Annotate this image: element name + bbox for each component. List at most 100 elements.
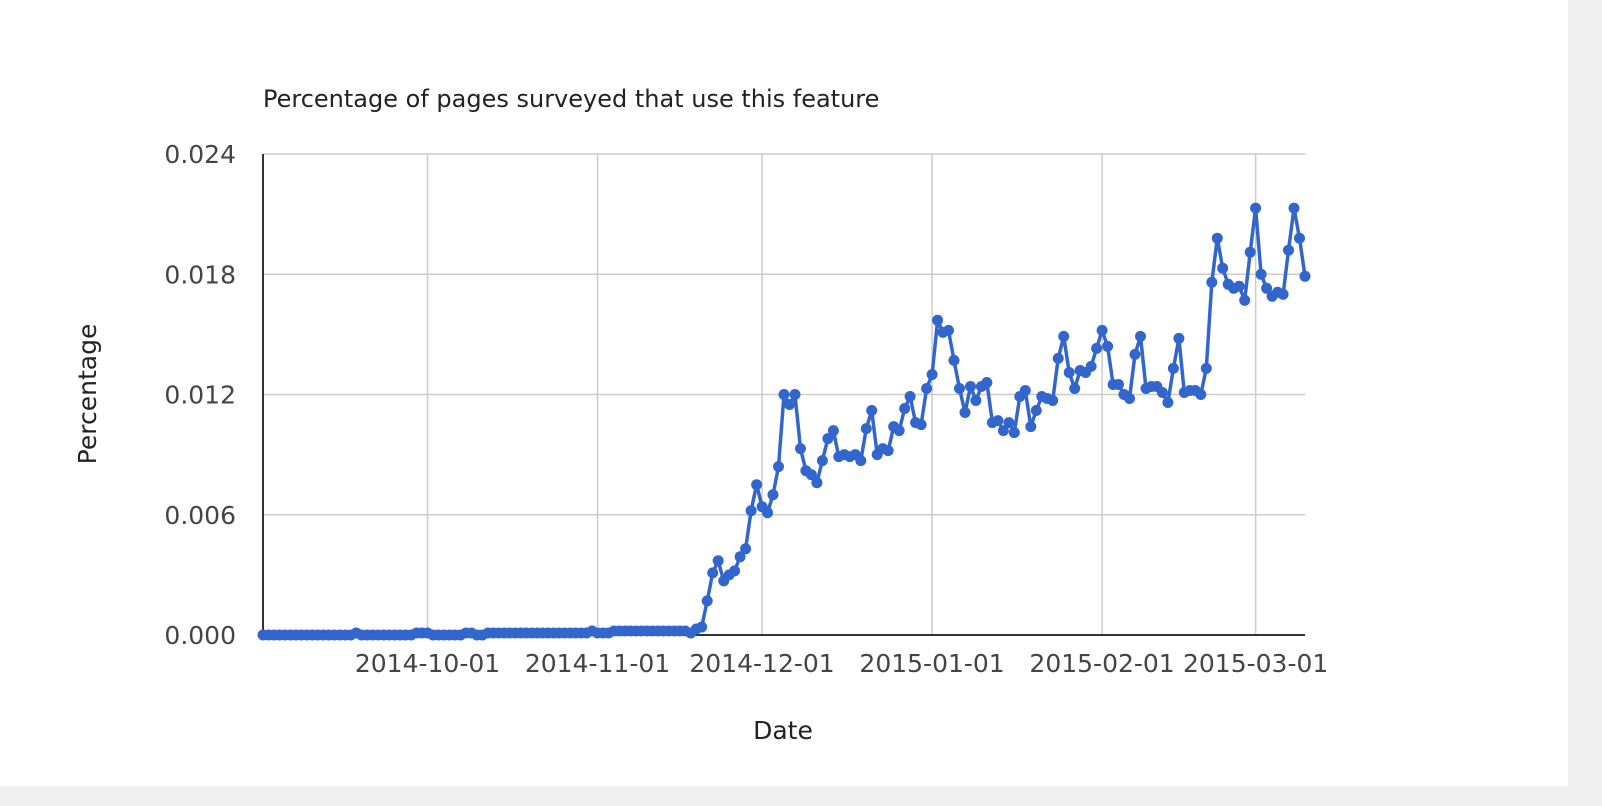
axes: 0.000 0.006 0.012 0.018 0.024 2014-10-01 2014-…	[164, 140, 1328, 678]
data-point[interactable]	[1233, 280, 1245, 292]
data-point[interactable]	[789, 389, 801, 400]
data-point[interactable]	[1091, 342, 1103, 354]
data-point[interactable]	[1250, 202, 1262, 214]
data-point[interactable]	[1294, 232, 1305, 244]
data-point[interactable]	[784, 399, 795, 410]
data-point[interactable]	[1195, 389, 1207, 400]
data-point[interactable]	[1019, 385, 1031, 396]
data-point[interactable]	[855, 455, 867, 467]
data-point[interactable]	[1069, 383, 1081, 394]
data-point[interactable]	[866, 405, 878, 416]
data-point[interactable]	[767, 489, 779, 501]
series-line	[263, 206, 1307, 637]
data-point[interactable]	[1113, 379, 1124, 390]
data-point[interactable]	[822, 433, 834, 445]
data-point[interactable]	[860, 423, 872, 435]
data-point[interactable]	[745, 505, 757, 517]
chart-card: 0.000 0.006 0.012 0.018 0.024 2014-10-01 2014-…	[0, 0, 1568, 786]
x-tick-label: 2014-12-01	[689, 649, 834, 678]
data-point[interactable]	[882, 445, 894, 457]
data-point[interactable]	[696, 621, 708, 633]
x-tick-label: 2015-01-01	[859, 649, 1004, 678]
y-tick-label: 0.000	[164, 621, 236, 650]
data-point[interactable]	[1277, 288, 1289, 300]
data-point[interactable]	[997, 425, 1009, 437]
data-point[interactable]	[1283, 244, 1294, 256]
data-point[interactable]	[1217, 262, 1229, 274]
series-layer	[257, 202, 1311, 641]
data-point[interactable]	[1261, 282, 1273, 294]
data-point[interactable]	[1124, 393, 1135, 404]
data-point[interactable]	[904, 391, 916, 402]
data-point[interactable]	[1085, 360, 1097, 372]
data-point[interactable]	[954, 383, 965, 394]
data-point[interactable]	[707, 567, 719, 579]
data-point[interactable]	[1135, 330, 1146, 342]
data-point[interactable]	[932, 314, 944, 326]
data-point[interactable]	[751, 479, 763, 491]
data-point[interactable]	[926, 369, 938, 380]
chart-title: Percentage of pages surveyed that use th…	[263, 85, 879, 113]
data-point[interactable]	[965, 381, 976, 392]
data-point[interactable]	[729, 565, 741, 577]
y-tick-label: 0.018	[164, 260, 236, 289]
data-point[interactable]	[1063, 367, 1075, 378]
gridlines	[263, 153, 1305, 635]
data-point[interactable]	[701, 595, 713, 607]
data-point[interactable]	[773, 461, 784, 473]
x-tick-label: 2015-02-01	[1029, 649, 1174, 678]
data-point[interactable]	[1058, 330, 1070, 342]
x-tick-label: 2014-11-01	[525, 649, 670, 678]
data-point[interactable]	[1206, 276, 1218, 288]
data-point[interactable]	[740, 543, 752, 555]
data-point[interactable]	[1025, 421, 1037, 433]
y-tick-label: 0.024	[164, 140, 236, 169]
y-axis-title: Percentage	[73, 324, 102, 465]
data-point[interactable]	[734, 551, 746, 563]
data-point[interactable]	[921, 383, 933, 394]
data-point[interactable]	[992, 415, 1004, 427]
data-point[interactable]	[811, 477, 823, 489]
data-point[interactable]	[1162, 397, 1174, 408]
data-point[interactable]	[1102, 340, 1114, 352]
data-point[interactable]	[1173, 332, 1185, 344]
data-point[interactable]	[1008, 427, 1020, 439]
data-point[interactable]	[1052, 352, 1064, 364]
data-point[interactable]	[827, 425, 839, 437]
data-point[interactable]	[1030, 405, 1042, 416]
x-axis-title: Date	[753, 716, 813, 745]
data-point[interactable]	[762, 507, 773, 519]
data-point[interactable]	[1167, 362, 1179, 374]
y-tick-label: 0.006	[164, 501, 236, 530]
x-tick-label: 2014-10-01	[355, 649, 500, 678]
data-point[interactable]	[805, 469, 817, 481]
data-point[interactable]	[1200, 362, 1212, 374]
data-point[interactable]	[948, 354, 960, 366]
line-chart: 0.000 0.006 0.012 0.018 0.024 2014-10-01 2014-…	[73, 85, 1328, 745]
data-point[interactable]	[1239, 294, 1251, 306]
data-point[interactable]	[893, 425, 905, 437]
data-point[interactable]	[1129, 348, 1141, 360]
data-point[interactable]	[816, 455, 828, 467]
data-point[interactable]	[1047, 395, 1059, 406]
data-point[interactable]	[1211, 232, 1223, 244]
x-tick-label: 2015-03-01	[1183, 649, 1328, 678]
data-point[interactable]	[795, 443, 806, 455]
data-point[interactable]	[1299, 270, 1311, 282]
data-point[interactable]	[981, 377, 993, 388]
data-point[interactable]	[1003, 417, 1015, 429]
data-point[interactable]	[1096, 324, 1108, 336]
data-point[interactable]	[1288, 202, 1300, 214]
data-point[interactable]	[899, 403, 911, 414]
data-point[interactable]	[778, 389, 790, 400]
data-point[interactable]	[943, 324, 954, 336]
y-tick-label: 0.012	[164, 381, 236, 410]
data-point[interactable]	[1156, 387, 1168, 398]
data-point[interactable]	[1255, 268, 1267, 280]
data-point[interactable]	[1244, 246, 1256, 258]
data-point[interactable]	[970, 395, 982, 406]
data-point[interactable]	[915, 419, 927, 431]
data-point[interactable]	[712, 555, 724, 567]
data-point[interactable]	[959, 407, 971, 418]
